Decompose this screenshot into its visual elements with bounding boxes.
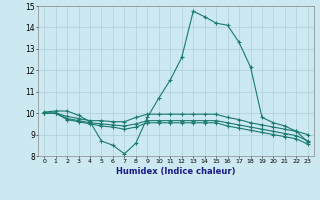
X-axis label: Humidex (Indice chaleur): Humidex (Indice chaleur) <box>116 167 236 176</box>
